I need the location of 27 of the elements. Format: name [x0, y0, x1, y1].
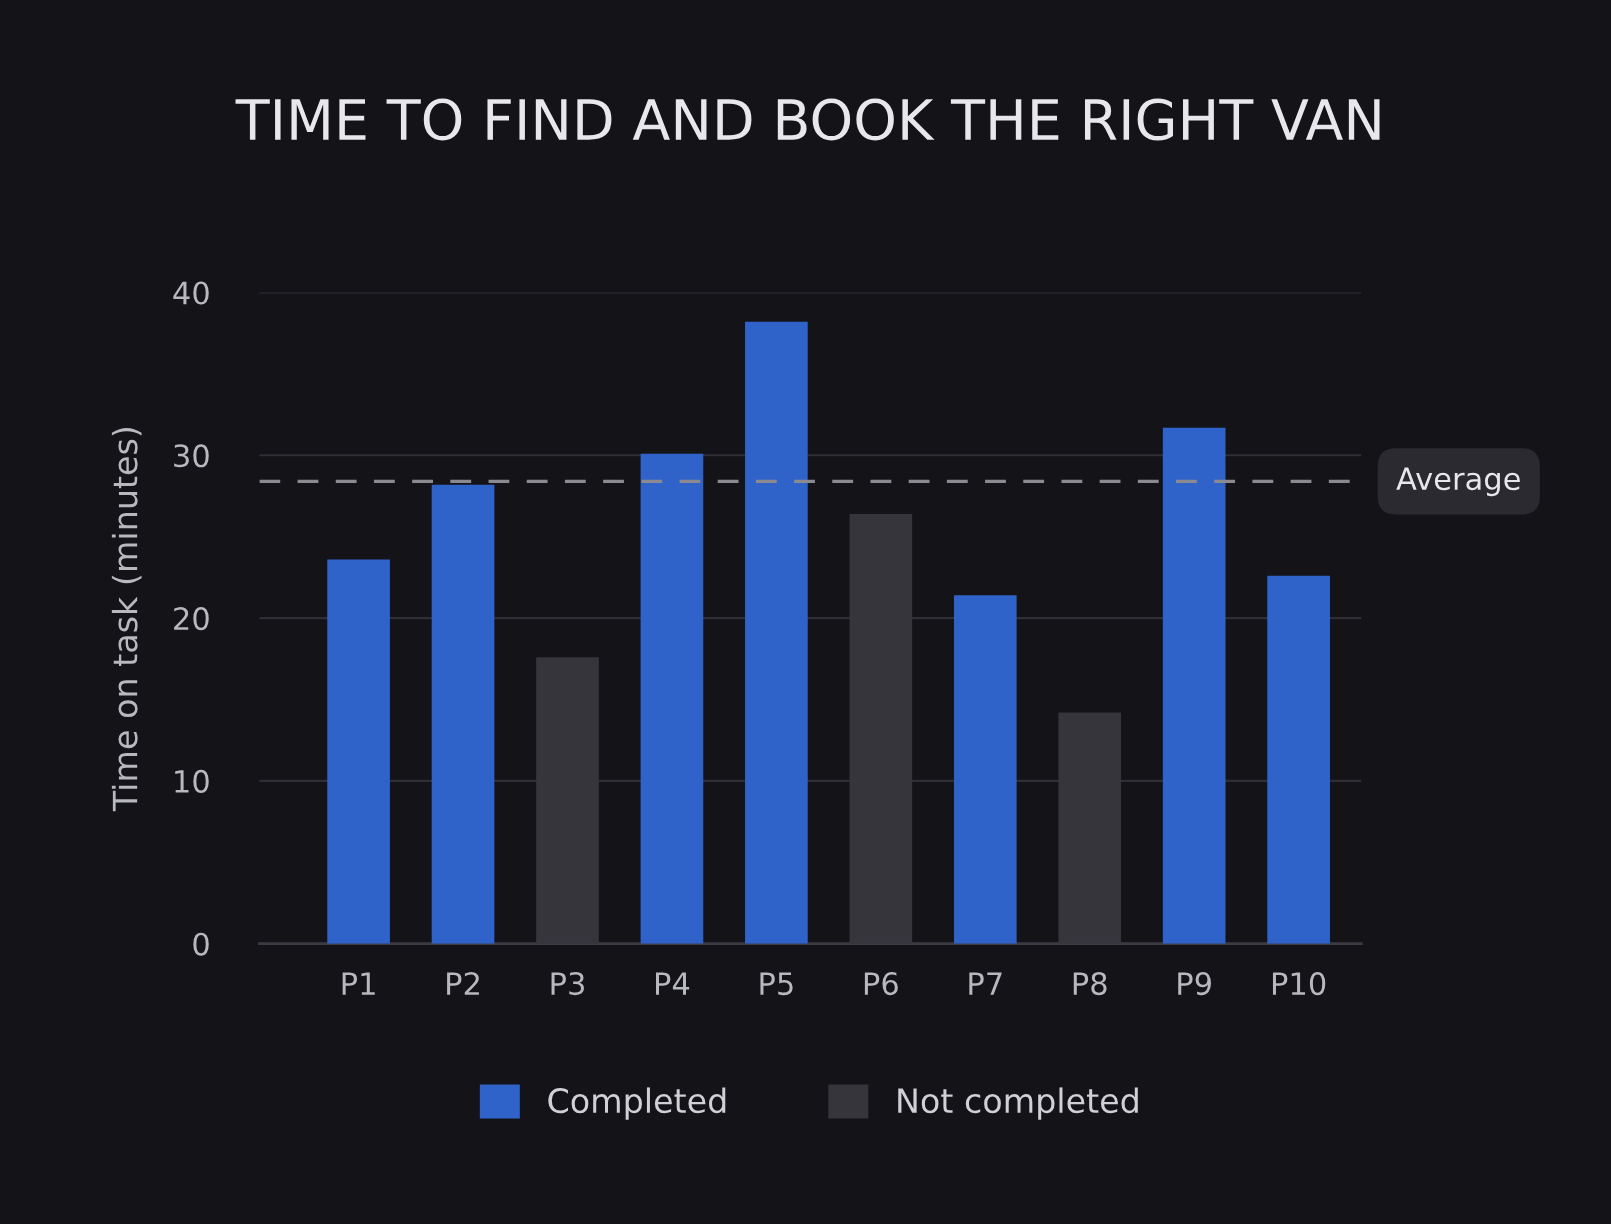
bar — [640, 453, 704, 944]
bar — [1162, 427, 1226, 944]
y-tick-label: 40 — [173, 281, 209, 305]
legend-label: Not completed — [898, 1087, 1138, 1120]
y-axis-title: Time on task (minutes) — [111, 427, 142, 812]
ref-line-label: Average — [1396, 467, 1520, 497]
x-tick-label: P2 — [447, 972, 479, 995]
x-tick-label: P6 — [864, 972, 898, 996]
x-tick-label: P7 — [969, 972, 1002, 995]
bar — [327, 559, 390, 944]
y-tick-label: 30 — [174, 444, 209, 468]
x-tick-label: P4 — [656, 972, 690, 995]
bar — [953, 595, 1017, 944]
x-tick-label: P1 — [342, 972, 375, 995]
x-tick-label: P5 — [760, 972, 793, 996]
legend-label: Completed — [548, 1087, 726, 1120]
bar — [431, 484, 495, 944]
x-tick-label: P10 — [1272, 972, 1326, 996]
bar — [745, 321, 808, 944]
x-tick-label: P3 — [551, 972, 584, 996]
y-tick-label: 10 — [175, 769, 209, 793]
bar — [1267, 575, 1330, 944]
x-tick-label: P9 — [1178, 972, 1211, 996]
x-tick-label: P8 — [1073, 972, 1107, 996]
chart-title: TIME TO FIND AND BOOK THE RIGHT VAN — [235, 98, 1380, 141]
y-tick-label: 20 — [174, 607, 209, 631]
y-tick-label: 0 — [193, 932, 209, 956]
